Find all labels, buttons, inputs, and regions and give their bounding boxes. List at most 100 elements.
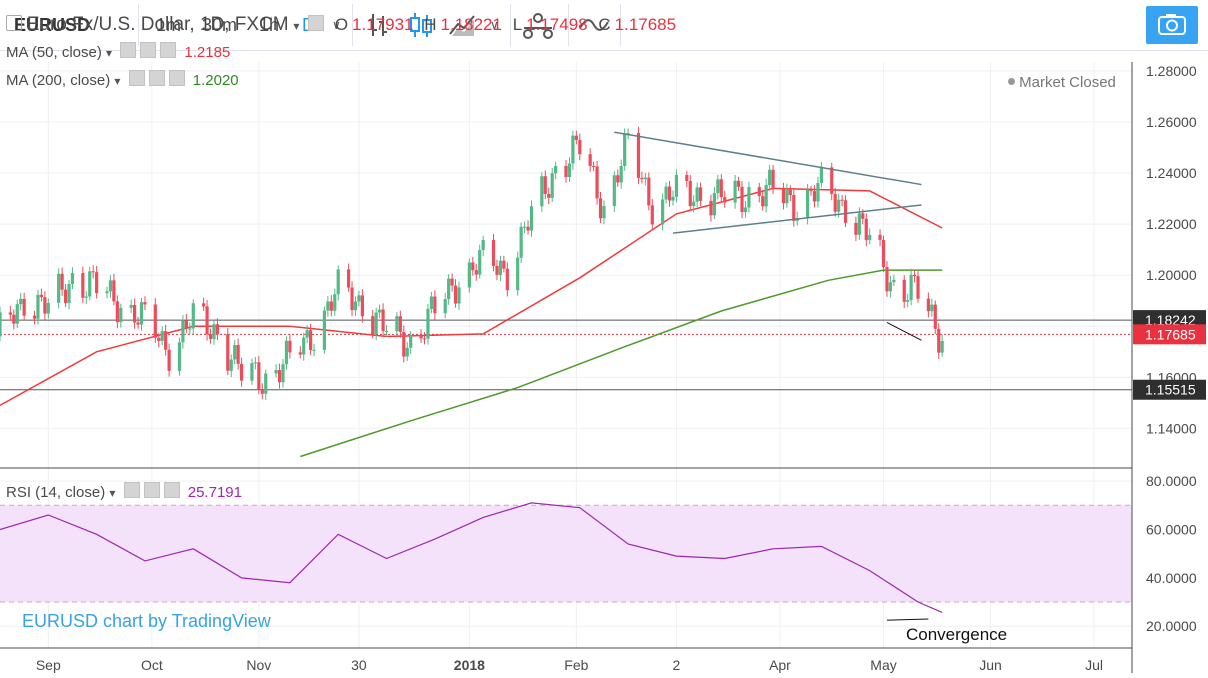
candle (360, 289, 364, 323)
ma200-chevron-icon[interactable]: ▾ (114, 74, 121, 88)
candle (426, 303, 430, 345)
rsi-label[interactable]: RSI (14, close) (6, 484, 106, 501)
candle (529, 200, 534, 237)
candle (112, 273, 116, 306)
svg-text:1.18242: 1.18242 (1145, 312, 1196, 328)
ma50-chevron-icon[interactable]: ▾ (106, 46, 113, 60)
candle (19, 292, 23, 311)
candle (664, 182, 668, 204)
candle (374, 307, 378, 341)
interval-1h[interactable]: 1h (259, 15, 280, 35)
time-scale[interactable]: Sep Oct Nov 30 2018 Feb 2 Apr May Jun Jul (36, 657, 1103, 673)
candle (167, 343, 171, 377)
candle (181, 315, 185, 349)
ma200-polyline (300, 269, 943, 458)
x-tick-label: Feb (564, 657, 588, 673)
candle (833, 187, 837, 217)
rsi-close-icon[interactable] (163, 482, 180, 498)
candle (674, 169, 679, 203)
candle (747, 181, 751, 213)
upper-trendline[interactable] (614, 131, 922, 186)
candle (843, 195, 848, 228)
candle (892, 274, 896, 287)
ma50-eye-icon[interactable] (120, 42, 137, 58)
rsi-line (0, 502, 943, 621)
candle (712, 186, 717, 220)
symbol-search[interactable]: EURUSD (14, 15, 91, 35)
trendlines[interactable] (614, 131, 922, 341)
ma50-line (0, 187, 943, 407)
ma200-value: 1.2020 (192, 72, 239, 89)
price-divergence-line[interactable] (886, 322, 922, 341)
ma50-legend: MA (50, close) ▾ 1.2185 (6, 42, 230, 61)
candle (588, 148, 592, 172)
interval-30m[interactable]: 30m (202, 15, 238, 35)
candle (940, 334, 944, 357)
candle (288, 334, 292, 359)
candle (809, 185, 813, 196)
area-chart-type-icon[interactable] (448, 12, 478, 38)
candle (312, 343, 316, 357)
candle (46, 298, 50, 319)
bar-chart-type-icon[interactable] (366, 12, 392, 38)
rsi-eye-icon[interactable] (123, 482, 140, 498)
candle (453, 279, 458, 308)
svg-text:1.17685: 1.17685 (1145, 326, 1196, 342)
indicators-icon[interactable] (520, 10, 556, 40)
candle (153, 298, 157, 343)
y-tick-label: 1.14000 (1146, 420, 1197, 436)
interval-dropdown-chevron-icon[interactable]: ∨ (332, 18, 341, 32)
ma50-close-icon[interactable] (160, 42, 177, 58)
candle (15, 299, 19, 329)
compare-wave-icon[interactable] (578, 14, 610, 36)
candle (840, 194, 844, 207)
ma200-eye-icon[interactable] (128, 70, 145, 86)
rsi-convergence-line[interactable] (886, 618, 929, 621)
candle (353, 296, 358, 316)
ma200-settings-icon[interactable] (148, 70, 165, 86)
candles-chart-type-icon[interactable] (408, 10, 434, 40)
candle (409, 330, 413, 355)
candle (8, 306, 12, 321)
rsi-settings-icon[interactable] (143, 482, 160, 498)
price-label: 1.15515 (1133, 379, 1206, 400)
candle (595, 160, 599, 205)
candle (937, 323, 941, 359)
legend-title[interactable]: Euro Fx/U.S. Dollar, 1D, FXCM (26, 14, 289, 35)
chart-type-chevron-icon[interactable]: ∨ (490, 18, 499, 32)
eye-icon[interactable] (308, 15, 325, 31)
interval-1m[interactable]: 1m (156, 15, 182, 35)
ma50-label[interactable]: MA (50, close) (6, 44, 102, 61)
candle (63, 284, 68, 308)
candle (592, 161, 596, 172)
ma200-close-icon[interactable] (168, 70, 185, 86)
lower-trendline[interactable] (672, 204, 922, 234)
candle (906, 293, 910, 308)
high-value: 1.18221 (440, 15, 502, 34)
candle (916, 271, 920, 303)
ma50-value: 1.2185 (184, 44, 231, 61)
candle (226, 327, 230, 376)
chart-area[interactable]: 1.140001.160001.180001.200001.220001.240… (0, 62, 1208, 673)
candle (743, 201, 748, 218)
candle (571, 130, 575, 170)
horizontal-levels[interactable] (0, 319, 1132, 391)
snapshot-button[interactable] (1146, 6, 1198, 44)
ma50-settings-icon[interactable] (140, 42, 157, 58)
watermark[interactable]: EURUSD chart by TradingView (22, 611, 272, 631)
candle (202, 297, 206, 312)
chart-canvas[interactable]: 1.140001.160001.180001.200001.220001.240… (0, 62, 1208, 673)
rsi-scale[interactable]: 20.0000 40.0000 60.0000 80.0000 (1146, 473, 1197, 634)
rsi-chevron-icon[interactable]: ▾ (109, 486, 116, 500)
legend-chevron-icon[interactable]: ▾ (293, 19, 300, 33)
candle (184, 313, 188, 334)
close-value: 1.17685 (614, 15, 677, 34)
rsi-tick-label: 40.0000 (1146, 570, 1197, 586)
candle (554, 161, 558, 180)
ma200-line (300, 269, 943, 458)
candle (333, 288, 337, 316)
ma200-label[interactable]: MA (200, close) (6, 72, 111, 89)
candle (695, 182, 699, 207)
candle (692, 195, 696, 213)
candle (139, 298, 144, 331)
